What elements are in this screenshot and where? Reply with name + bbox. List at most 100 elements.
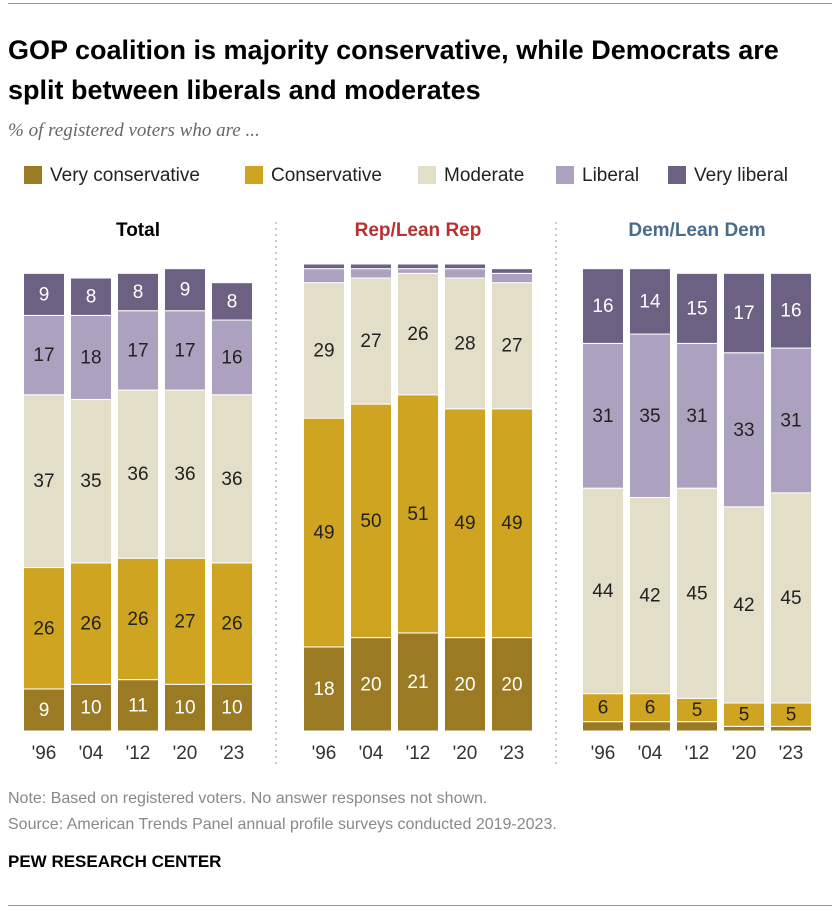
data-label: 26 xyxy=(221,614,242,635)
panel-title: Dem/Lean Dem xyxy=(628,220,765,241)
data-label: 26 xyxy=(407,324,428,345)
bar-segment xyxy=(164,683,206,732)
x-tick-label: '20 xyxy=(732,743,757,764)
bar-segment xyxy=(444,263,486,270)
data-label: 9 xyxy=(180,280,191,301)
bar-segment xyxy=(629,333,671,498)
data-label: 10 xyxy=(80,698,101,719)
bar-segment xyxy=(444,408,486,639)
bar-segment xyxy=(23,314,65,396)
data-label: 31 xyxy=(592,406,613,427)
data-label: 16 xyxy=(221,347,242,368)
data-label: 5 xyxy=(692,700,703,721)
bar-segment xyxy=(350,403,392,639)
legend-swatch xyxy=(668,166,686,184)
bar-segment xyxy=(491,272,533,284)
bar-segment xyxy=(303,263,345,270)
brand: PEW RESEARCH CENTER xyxy=(8,852,222,871)
bar-segment xyxy=(676,342,718,489)
bar-segment xyxy=(70,683,112,732)
note: Note: Based on registered voters. No ans… xyxy=(8,790,488,807)
bar-segment xyxy=(117,389,159,559)
bar-segment xyxy=(723,352,765,508)
bar-segment xyxy=(117,679,159,732)
bar-segment xyxy=(723,506,765,704)
chart: Very conservative Conservative Moderate Lib… xyxy=(23,165,812,768)
panel-title: Total xyxy=(116,220,160,241)
data-label: 15 xyxy=(686,298,707,319)
data-label: 31 xyxy=(686,406,707,427)
legend-label: Very liberal xyxy=(694,165,788,186)
bar-segment xyxy=(629,268,671,335)
data-label: 27 xyxy=(360,331,381,352)
data-label: 9 xyxy=(39,700,50,721)
data-label: 17 xyxy=(174,340,195,361)
x-tick-label: '12 xyxy=(126,743,151,764)
data-label: 21 xyxy=(407,672,428,693)
bar-segment xyxy=(491,268,533,274)
bar-segment xyxy=(211,562,253,685)
bar-segment xyxy=(164,268,206,312)
data-label: 14 xyxy=(639,291,661,312)
data-label: 45 xyxy=(686,583,707,604)
bar-segment xyxy=(164,310,206,391)
x-tick-label: '96 xyxy=(312,743,337,764)
data-label: 44 xyxy=(592,581,614,602)
x-tick-label: '23 xyxy=(500,743,525,764)
bar-segment xyxy=(629,497,671,695)
data-label: 26 xyxy=(80,614,101,635)
bar-segment xyxy=(211,319,253,396)
bar-segment xyxy=(23,272,65,316)
bar-segment xyxy=(491,637,533,732)
x-tick-label: '04 xyxy=(638,743,663,764)
bar-segment xyxy=(303,282,345,419)
x-tick-label: '20 xyxy=(453,743,478,764)
x-tick-label: '23 xyxy=(220,743,245,764)
bar-segment xyxy=(70,314,112,400)
bar-segment xyxy=(23,567,65,690)
bar-segment xyxy=(164,389,206,559)
data-label: 49 xyxy=(313,523,334,544)
data-label: 27 xyxy=(174,611,195,632)
bar-segment xyxy=(491,282,533,410)
data-label: 18 xyxy=(80,347,101,368)
bar-segment xyxy=(629,693,671,723)
x-tick-label: '96 xyxy=(32,743,57,764)
bar-segment xyxy=(70,562,112,685)
legend-swatch xyxy=(556,166,574,184)
legend-label: Moderate xyxy=(444,165,524,186)
bar-segment xyxy=(770,725,812,732)
data-label: 35 xyxy=(80,471,101,492)
data-label: 18 xyxy=(313,679,334,700)
bar-segment xyxy=(629,721,671,732)
bar-segment xyxy=(397,272,439,396)
data-label: 50 xyxy=(360,511,381,532)
data-label: 49 xyxy=(501,513,522,534)
data-label: 26 xyxy=(33,618,54,639)
bottom-rule xyxy=(8,905,832,906)
bar-segment xyxy=(164,557,206,685)
top-rule xyxy=(8,3,832,4)
data-label: 20 xyxy=(501,674,522,695)
legend-swatch xyxy=(24,166,42,184)
bar-segment xyxy=(117,310,159,391)
data-label: 36 xyxy=(221,469,242,490)
data-label: 5 xyxy=(739,705,750,726)
title: GOP coalition is majority conservative, … xyxy=(8,35,779,105)
data-label: 17 xyxy=(733,303,754,324)
bar-segment xyxy=(770,492,812,704)
x-tick-label: '04 xyxy=(359,743,384,764)
data-label: 5 xyxy=(786,705,797,726)
bar-segment xyxy=(211,394,253,564)
x-tick-label: '12 xyxy=(406,743,431,764)
bar-segment xyxy=(723,725,765,732)
legend-swatch xyxy=(245,166,263,184)
data-label: 35 xyxy=(639,406,660,427)
data-label: 6 xyxy=(645,698,656,719)
bar-segment xyxy=(582,721,624,732)
data-label: 6 xyxy=(598,698,609,719)
bar-segment xyxy=(303,646,345,732)
bar-segment xyxy=(770,272,812,349)
bar-segment xyxy=(582,342,624,489)
data-label: 27 xyxy=(501,336,522,357)
